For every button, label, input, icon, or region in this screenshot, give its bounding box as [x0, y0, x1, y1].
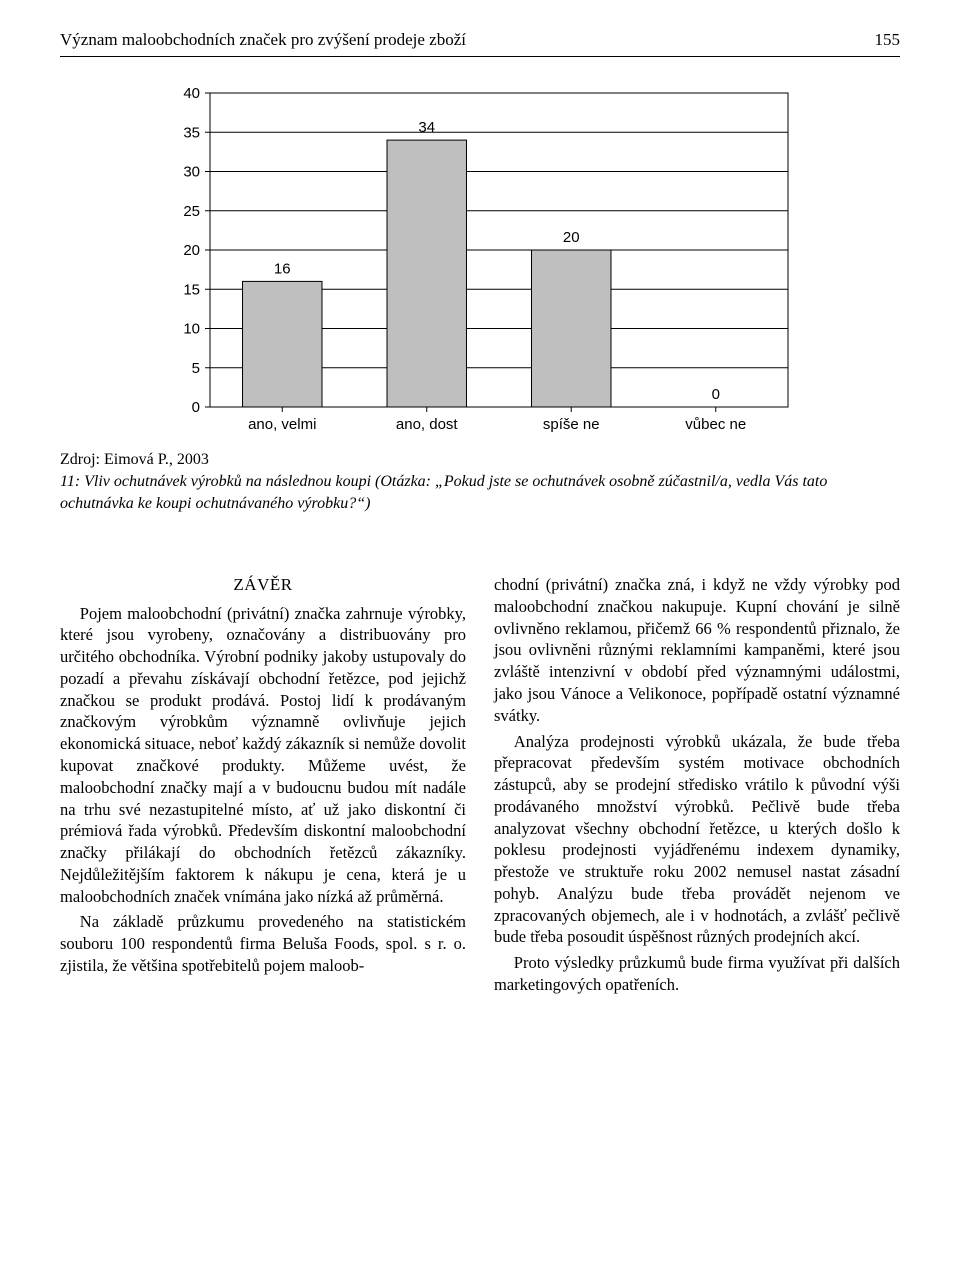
page-number: 155 — [875, 30, 901, 50]
svg-text:30: 30 — [183, 164, 200, 181]
chart-source: Zdroj: Eimová P., 2003 — [60, 451, 900, 469]
paragraph: Pojem maloobchodní (privátní) značka zah… — [60, 603, 466, 908]
svg-text:ano, dost: ano, dost — [396, 416, 459, 433]
svg-text:15: 15 — [183, 281, 200, 298]
svg-text:ano, velmi: ano, velmi — [248, 416, 316, 433]
paragraph: Analýza prodejnosti výrobků ukázala, že … — [494, 731, 900, 949]
running-title: Význam maloobchodních značek pro zvýšení… — [60, 30, 466, 50]
svg-text:0: 0 — [192, 399, 200, 416]
svg-text:16: 16 — [274, 260, 291, 277]
chart-container: 0 5 10 15 20 25 30 35 40 16 ano, velmi 34 ano, dost 2… — [160, 81, 800, 441]
column-right: chodní (privátní) značka zná, i když ne … — [494, 574, 900, 1000]
paragraph: Proto výsledky průzkumů bude firma využí… — [494, 952, 900, 996]
svg-text:10: 10 — [183, 321, 200, 338]
paragraph: chodní (privátní) značka zná, i když ne … — [494, 574, 900, 726]
running-header: Význam maloobchodních značek pro zvýšení… — [60, 30, 900, 50]
bar-chart: 0 5 10 15 20 25 30 35 40 16 ano, velmi 34 ano, dost 2… — [160, 81, 800, 441]
svg-text:20: 20 — [183, 242, 200, 259]
column-left: ZÁVĚR Pojem maloobchodní (privátní) znač… — [60, 574, 466, 1000]
svg-text:40: 40 — [183, 85, 200, 102]
chart-caption: 11: Vliv ochutnávek výrobků na následnou… — [60, 471, 900, 514]
svg-text:25: 25 — [183, 203, 200, 220]
svg-text:0: 0 — [712, 386, 720, 403]
svg-text:5: 5 — [192, 360, 200, 377]
header-rule — [60, 56, 900, 57]
paragraph: Na základě průzkumu provedeného na stati… — [60, 911, 466, 976]
page: Význam maloobchodních značek pro zvýšení… — [0, 0, 960, 1050]
svg-text:35: 35 — [183, 124, 200, 141]
svg-text:34: 34 — [418, 119, 435, 136]
svg-text:20: 20 — [563, 229, 580, 246]
svg-text:vůbec ne: vůbec ne — [685, 416, 746, 433]
body-columns: ZÁVĚR Pojem maloobchodní (privátní) znač… — [60, 574, 900, 1000]
section-title: ZÁVĚR — [60, 574, 466, 596]
svg-text:spíše ne: spíše ne — [543, 416, 600, 433]
